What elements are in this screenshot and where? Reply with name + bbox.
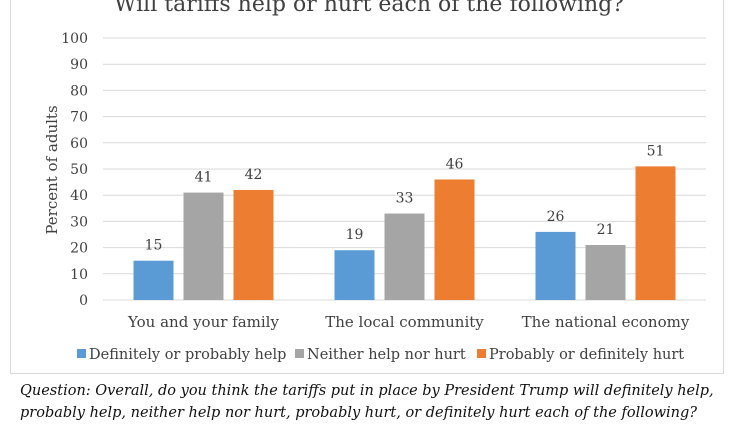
data-label: 41 bbox=[195, 170, 213, 186]
question-line-2: probably help, neither help nor hurt, pr… bbox=[20, 405, 698, 421]
chart-frame bbox=[10, 0, 724, 374]
data-label: 51 bbox=[647, 143, 665, 159]
data-label: 33 bbox=[396, 191, 414, 207]
bar-1-2 bbox=[334, 250, 375, 300]
y-tick-label: 90 bbox=[70, 57, 88, 73]
y-tick-label: 40 bbox=[70, 188, 88, 204]
question-label: Question: bbox=[20, 383, 91, 399]
data-label: 19 bbox=[346, 227, 364, 243]
y-tick-label: 30 bbox=[70, 214, 88, 230]
bars: 15 41 42 19 33 46 26 21 51 bbox=[133, 143, 676, 300]
data-label: 26 bbox=[547, 209, 565, 225]
y-tick-label: 50 bbox=[70, 162, 88, 178]
bar-1-1 bbox=[133, 260, 174, 300]
y-axis-label: Percent of adults bbox=[43, 105, 61, 234]
data-label: 42 bbox=[245, 167, 263, 183]
bar-2-2 bbox=[384, 213, 425, 300]
data-label: 21 bbox=[597, 222, 615, 238]
question-line-1: Overall, do you think the tariffs put in… bbox=[90, 383, 714, 399]
y-tick-label: 20 bbox=[70, 241, 88, 257]
bar-3-3 bbox=[635, 166, 676, 300]
legend-label: Definitely or probably help bbox=[89, 347, 286, 363]
legend-label: Neither help nor hurt bbox=[307, 347, 466, 363]
legend-swatch bbox=[295, 349, 304, 358]
category-label: The local community bbox=[325, 313, 484, 331]
bar-2-3 bbox=[585, 244, 626, 300]
y-tick-label: 70 bbox=[70, 110, 88, 126]
category-label: The national economy bbox=[522, 313, 690, 331]
data-label: 46 bbox=[446, 156, 464, 172]
legend-label: Probably or definitely hurt bbox=[489, 347, 684, 363]
data-label: 15 bbox=[145, 238, 163, 254]
bar-3-2 bbox=[434, 179, 475, 300]
category-label: You and your family bbox=[127, 313, 279, 331]
bar-3-1 bbox=[233, 189, 274, 300]
y-tick-label: 0 bbox=[79, 293, 88, 309]
category-labels: You and your family The local community Th… bbox=[127, 313, 690, 331]
question-text: Question: Overall, do you think the tari… bbox=[20, 380, 747, 424]
y-tick-label: 80 bbox=[70, 83, 88, 99]
legend: Definitely or probably help Neither help … bbox=[77, 347, 684, 363]
y-tick-label: 60 bbox=[70, 136, 88, 152]
legend-swatch bbox=[77, 349, 86, 358]
y-tick-label: 100 bbox=[61, 31, 88, 47]
y-axis-ticks: 0 10 20 30 40 50 60 70 80 90 100 bbox=[61, 31, 88, 309]
y-tick-label: 10 bbox=[70, 267, 88, 283]
bar-2-1 bbox=[183, 192, 224, 300]
legend-swatch bbox=[477, 349, 486, 358]
bar-1-3 bbox=[535, 231, 576, 300]
chart-title: Will tariffs help or hurt each of the fo… bbox=[114, 0, 624, 17]
